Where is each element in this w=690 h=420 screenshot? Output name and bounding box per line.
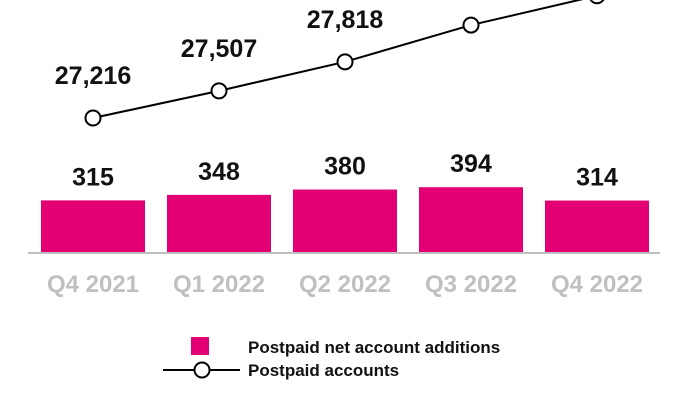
legend: Postpaid net account additions Postpaid …	[163, 337, 500, 380]
bar-series	[41, 187, 649, 253]
bar-value-label: 314	[576, 164, 618, 192]
line-point	[336, 53, 354, 71]
bar-value-labels: 315 348 380 394 314	[72, 150, 618, 191]
line-value-label: 27,216	[55, 62, 131, 90]
bar-value-label: 394	[450, 150, 492, 178]
x-axis-ticks: Q4 2021 Q1 2022 Q2 2022 Q3 2022 Q4 2022	[47, 271, 643, 298]
line-series	[84, 0, 605, 127]
x-tick-label: Q3 2022	[425, 271, 517, 298]
legend-label-line: Postpaid accounts	[248, 361, 399, 380]
bar-q2-2022	[293, 189, 397, 253]
bar-q4-2022	[545, 200, 649, 253]
legend-label-bar: Postpaid net account additions	[248, 338, 500, 357]
legend-item-bar: Postpaid net account additions	[191, 337, 500, 357]
legend-bar-swatch	[191, 337, 209, 355]
legend-line-marker	[193, 361, 211, 379]
bar-value-label: 348	[198, 158, 240, 186]
bar-value-label: 315	[72, 163, 114, 191]
bar-q3-2022	[419, 187, 523, 253]
line-point	[589, 0, 605, 5]
bar-q1-2022	[167, 194, 271, 253]
line-value-label: 27,507	[181, 35, 257, 63]
x-tick-label: Q1 2022	[173, 271, 265, 298]
line-value-label: 27,818	[307, 6, 384, 34]
x-tick-label: Q4 2022	[551, 271, 643, 298]
x-tick-label: Q4 2021	[47, 271, 139, 298]
bar-q4-2021	[41, 200, 145, 253]
bar-value-label: 380	[324, 153, 366, 181]
line-point	[462, 16, 480, 34]
line-point	[210, 82, 228, 100]
legend-item-line: Postpaid accounts	[163, 361, 399, 380]
x-tick-label: Q2 2022	[299, 271, 391, 298]
line-point	[84, 109, 102, 127]
